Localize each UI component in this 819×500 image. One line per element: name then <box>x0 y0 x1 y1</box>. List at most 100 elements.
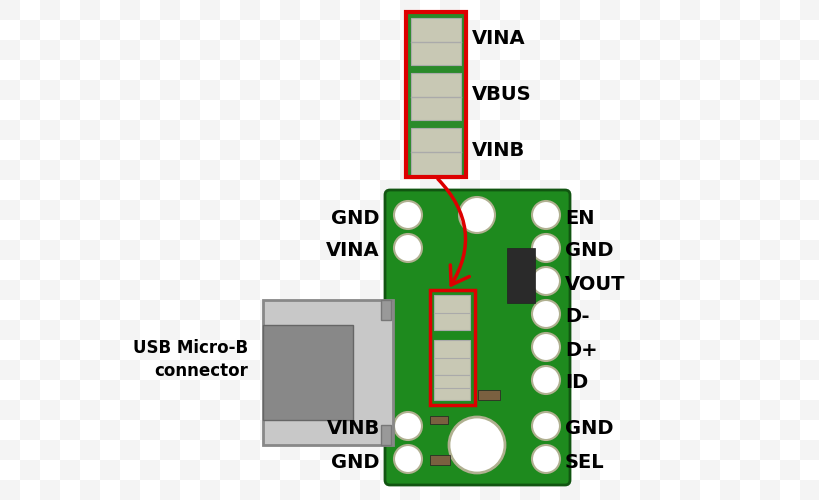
Bar <box>100 340 120 360</box>
Bar <box>719 0 739 20</box>
Bar <box>419 60 440 80</box>
Bar <box>40 440 60 460</box>
Bar <box>600 80 619 100</box>
Bar <box>639 80 659 100</box>
Bar <box>600 440 619 460</box>
Bar <box>340 300 360 320</box>
Bar <box>279 440 300 460</box>
Bar <box>300 220 319 240</box>
Bar <box>639 400 659 420</box>
Bar <box>160 400 180 420</box>
Bar <box>400 80 419 100</box>
Bar <box>479 440 500 460</box>
Bar <box>440 80 459 100</box>
Bar <box>140 260 160 280</box>
Bar <box>440 240 459 260</box>
Bar <box>479 200 500 220</box>
Bar <box>410 18 460 65</box>
Bar <box>759 440 779 460</box>
Bar <box>719 160 739 180</box>
Bar <box>600 0 619 20</box>
Bar <box>160 320 180 340</box>
Bar <box>659 100 679 120</box>
Bar <box>240 80 260 100</box>
Bar <box>739 260 759 280</box>
Bar <box>500 300 519 320</box>
Bar <box>160 80 180 100</box>
Bar <box>279 400 300 420</box>
Bar <box>400 320 419 340</box>
Bar <box>459 20 479 40</box>
Bar <box>20 340 40 360</box>
Bar <box>579 60 600 80</box>
Text: ID: ID <box>564 374 587 392</box>
Bar <box>0 440 20 460</box>
Bar <box>639 280 659 300</box>
Bar <box>679 200 699 220</box>
Bar <box>419 300 440 320</box>
Bar <box>40 40 60 60</box>
Bar <box>260 340 279 360</box>
Bar <box>319 240 340 260</box>
Bar <box>120 320 140 340</box>
Bar <box>659 340 679 360</box>
Bar <box>40 80 60 100</box>
Bar <box>340 420 360 440</box>
Bar <box>340 140 360 160</box>
Bar <box>619 220 639 240</box>
Bar <box>120 40 140 60</box>
Bar <box>500 340 519 360</box>
Bar <box>799 200 819 220</box>
Bar <box>540 100 559 120</box>
Bar <box>20 300 40 320</box>
Bar <box>679 40 699 60</box>
Bar <box>379 220 400 240</box>
Bar <box>120 440 140 460</box>
Bar <box>40 120 60 140</box>
Bar <box>60 420 80 440</box>
Bar <box>60 180 80 200</box>
Bar <box>240 40 260 60</box>
Bar <box>600 240 619 260</box>
Bar <box>410 128 460 175</box>
Bar <box>739 420 759 440</box>
Bar <box>639 440 659 460</box>
Bar <box>619 340 639 360</box>
FancyBboxPatch shape <box>385 190 569 485</box>
Bar <box>619 60 639 80</box>
Bar <box>799 400 819 420</box>
Bar <box>20 420 40 440</box>
Bar <box>120 400 140 420</box>
Bar <box>559 120 579 140</box>
Bar <box>140 100 160 120</box>
Bar <box>219 420 240 440</box>
Bar <box>719 120 739 140</box>
Bar <box>379 340 400 360</box>
Bar <box>540 420 559 440</box>
Bar <box>240 240 260 260</box>
Bar <box>619 460 639 480</box>
Bar <box>180 300 200 320</box>
Bar <box>699 420 719 440</box>
Bar <box>739 340 759 360</box>
Bar <box>240 0 260 20</box>
Bar <box>80 320 100 340</box>
Bar <box>219 100 240 120</box>
Bar <box>180 460 200 480</box>
Bar <box>120 480 140 500</box>
Text: SEL: SEL <box>564 452 604 471</box>
Bar <box>759 320 779 340</box>
Bar <box>659 220 679 240</box>
Bar <box>679 480 699 500</box>
Bar <box>0 0 20 20</box>
Bar <box>279 360 300 380</box>
Bar <box>440 200 459 220</box>
Bar <box>0 200 20 220</box>
Bar <box>140 460 160 480</box>
Bar <box>100 20 120 40</box>
Bar <box>140 220 160 240</box>
Bar <box>140 420 160 440</box>
Bar <box>759 480 779 500</box>
Bar <box>200 360 219 380</box>
Bar <box>160 40 180 60</box>
